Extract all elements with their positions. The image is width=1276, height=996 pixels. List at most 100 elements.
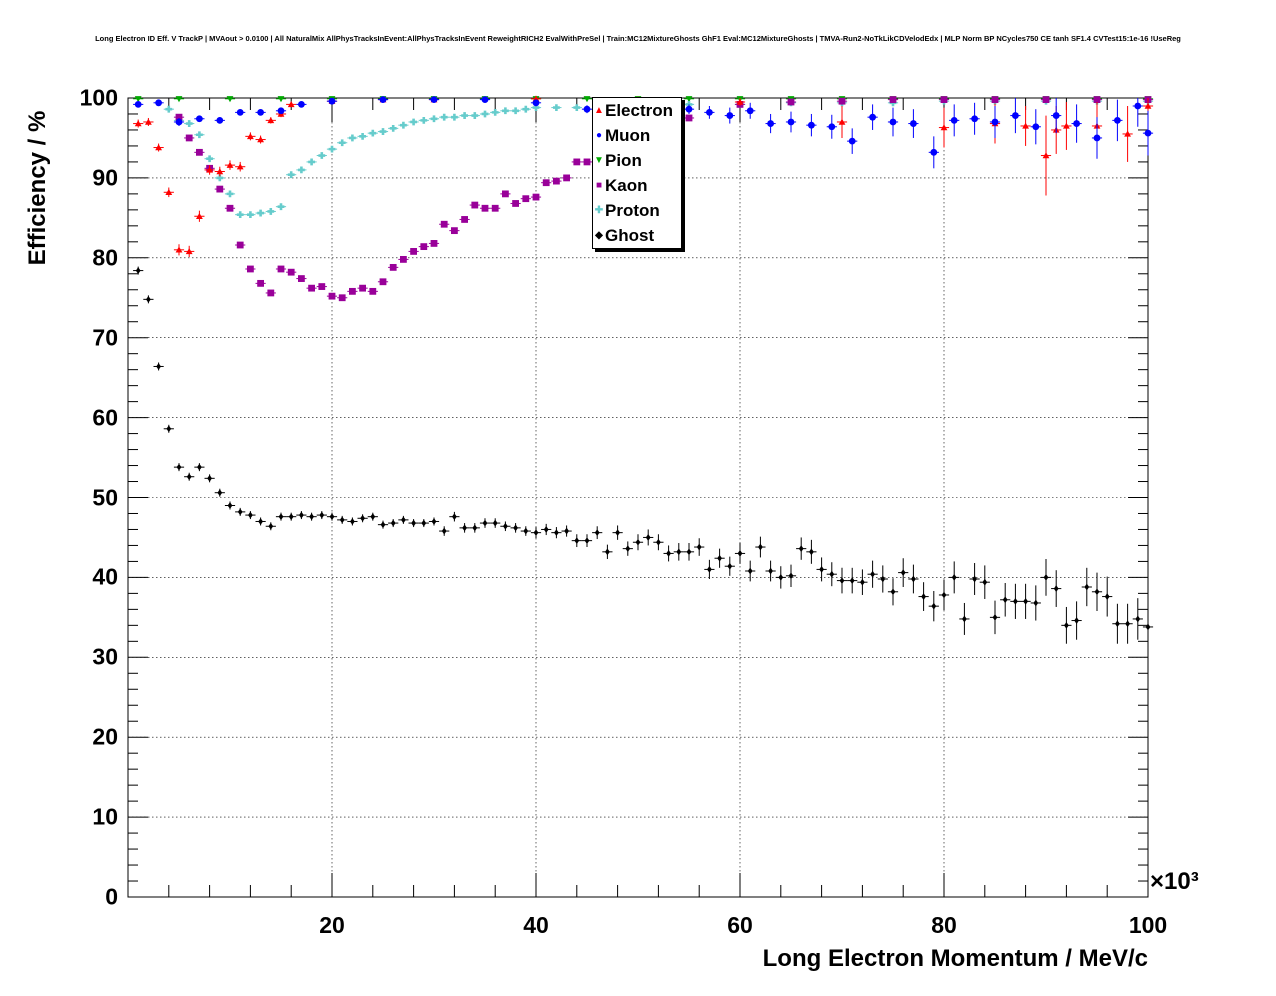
electron-point	[134, 120, 142, 127]
kaon-point	[838, 97, 846, 105]
proton-point	[308, 158, 315, 166]
legend: ▲ Electron ● Muon ▼ Pion ■ Kaon ✚ Proton ◆ Ghost	[592, 97, 682, 249]
ghost-point	[207, 474, 212, 482]
electron-point	[1144, 102, 1152, 109]
kaon-point	[175, 113, 183, 121]
muon-point	[532, 99, 540, 107]
ghost-point	[523, 527, 529, 535]
legend-label: Proton	[605, 200, 660, 220]
ghost-point	[605, 548, 610, 556]
proton-point	[318, 152, 326, 159]
kaon-point	[461, 216, 468, 223]
kaon-point	[563, 174, 570, 182]
proton-point	[502, 107, 509, 115]
kaon-point	[522, 195, 530, 203]
kaon-point	[940, 96, 948, 103]
ghost-point	[319, 511, 325, 519]
muon-point	[1134, 102, 1142, 110]
ghost-point	[645, 534, 651, 541]
ghost-point	[574, 537, 580, 545]
proton-point	[451, 113, 458, 121]
kaon-point	[328, 292, 336, 300]
electron-point	[165, 188, 173, 196]
muon-point	[930, 148, 938, 156]
ghost-point	[1023, 597, 1028, 605]
proton-point	[379, 128, 387, 135]
electron-point	[155, 144, 162, 151]
ghost-point	[237, 508, 243, 516]
pion-point	[226, 96, 234, 103]
legend-marker-icon: ●	[595, 130, 603, 141]
kaon-point	[247, 265, 254, 273]
ghost-point	[870, 570, 875, 578]
y-tick-label: 0	[105, 883, 118, 910]
ghost-point	[492, 519, 498, 527]
kaon-point	[400, 255, 407, 263]
electron-point	[940, 124, 948, 131]
ghost-point	[819, 566, 824, 573]
proton-point	[185, 120, 193, 127]
muon-point	[196, 115, 203, 123]
ghost-point	[380, 521, 386, 529]
y-tick-label: 50	[92, 484, 118, 510]
ghost-point	[931, 602, 937, 610]
muon-point	[1052, 112, 1060, 119]
ghost-point	[452, 513, 457, 521]
legend-marker-icon: ▼	[594, 155, 604, 166]
ghost-point	[1104, 593, 1110, 600]
pion-point	[277, 96, 285, 103]
muon-point	[257, 108, 264, 116]
proton-point	[226, 190, 234, 198]
ghost-point	[441, 527, 447, 535]
electron-point	[216, 168, 224, 175]
legend-marker-icon: ■	[595, 180, 603, 191]
ghost-point	[513, 524, 518, 532]
ghost-point	[696, 543, 702, 551]
proton-point	[349, 134, 356, 142]
ghost-point	[1033, 599, 1039, 607]
kaon-point	[573, 158, 581, 166]
electron-point	[1124, 130, 1131, 137]
ghost-point	[421, 519, 427, 527]
muon-point	[1012, 112, 1019, 119]
chart-title: Long Electron ID Eff. V TrackP | MVAout …	[95, 34, 1181, 43]
muon-point	[910, 120, 917, 127]
legend-marker-icon: ◆	[595, 230, 603, 241]
ghost-point	[146, 295, 151, 303]
proton-point	[389, 124, 397, 132]
x-tick-label: 100	[1128, 912, 1168, 938]
kaon-point	[1042, 96, 1050, 103]
muon-point	[685, 105, 693, 113]
ghost-point	[411, 519, 416, 527]
ghost-point	[1084, 583, 1090, 591]
legend-marker-icon: ▲	[594, 105, 604, 116]
ghost-point	[1145, 623, 1151, 631]
ghost-point	[829, 570, 835, 578]
proton-point	[196, 131, 203, 139]
ghost-point	[707, 566, 712, 573]
ghost-point	[390, 519, 396, 527]
kaon-point	[685, 114, 693, 122]
proton-point	[532, 104, 540, 111]
proton-point	[522, 105, 530, 113]
ghost-point	[778, 574, 784, 581]
electron-point	[838, 118, 846, 125]
y-tick-label: 10	[92, 803, 118, 830]
y-tick-label: 30	[92, 643, 118, 670]
muon-point	[1114, 116, 1121, 124]
ghost-point	[686, 548, 692, 556]
ghost-point	[615, 529, 620, 537]
kaon-point	[257, 279, 264, 287]
proton-point	[512, 107, 519, 115]
kaon-point	[298, 275, 305, 282]
kaon-point	[889, 96, 897, 103]
legend-item-kaon: ■ Kaon	[593, 173, 681, 198]
ghost-point	[431, 518, 437, 525]
kaon-point	[481, 204, 489, 212]
muon-point	[155, 99, 163, 107]
ghost-point	[370, 513, 376, 521]
kaon-point	[308, 284, 315, 292]
electron-point	[206, 166, 213, 173]
ghost-point	[758, 543, 763, 551]
